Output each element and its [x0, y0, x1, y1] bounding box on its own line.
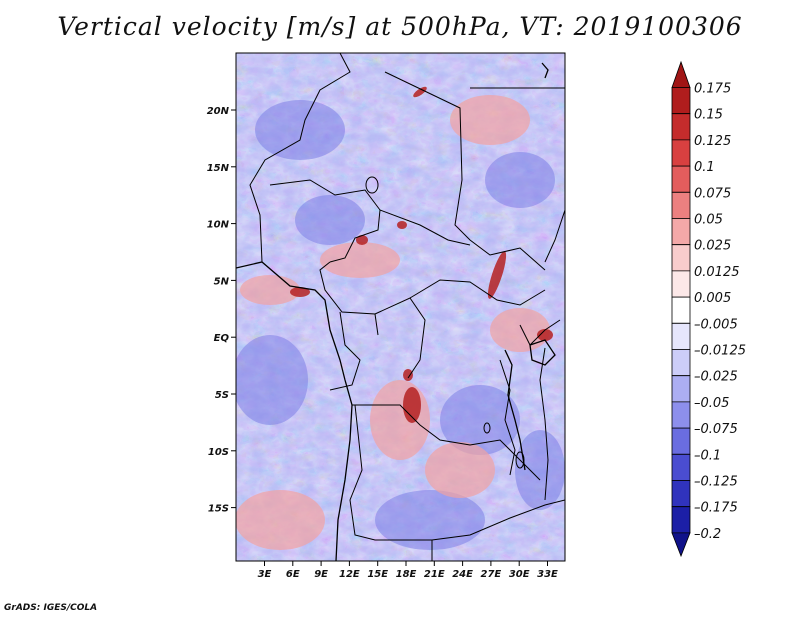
blue-subsidence-patches: [236, 100, 565, 550]
colorbar-label: –0.005: [694, 317, 738, 332]
lat-tick-label: 15S: [208, 504, 229, 515]
colorbar-label: 0.005: [694, 291, 731, 306]
lon-tick-label: 24E: [452, 569, 473, 580]
lat-tick-label: 5N: [214, 276, 230, 287]
coastline: [236, 62, 556, 561]
chart-title: Vertical velocity [m/s] at 500hPa, VT: 2…: [57, 12, 743, 41]
lat-tick-label: 10N: [207, 220, 230, 231]
colorbar-segment: [671, 506, 691, 534]
colorbar-label: –0.175: [694, 501, 738, 516]
colorbar-segment: [671, 453, 691, 481]
lon-tick-label: 27E: [481, 569, 502, 580]
colorbar-segment: [671, 375, 691, 403]
colorbar-segment: [671, 296, 691, 324]
colorbar-segment: [671, 87, 691, 115]
colorbar-segment: [671, 113, 691, 141]
lon-tick-label: 12E: [339, 569, 360, 580]
colorbar-label: 0.075: [694, 186, 731, 201]
colorbar-label: –0.2: [694, 527, 721, 542]
colorbar-label: 0.125: [694, 134, 731, 149]
colorbar-label: 0.15: [694, 108, 723, 123]
colorbar-segment: [671, 191, 691, 219]
colorbar-segment: [671, 480, 691, 508]
map-area: [235, 52, 566, 562]
colorbar-label: 0.025: [694, 239, 731, 254]
colorbar-segment: [671, 322, 691, 350]
lon-tick-label: 18E: [396, 569, 417, 580]
colorbar: 0.175 0.15 0.125 0.1 0.075 0.05 0.025 0.0125 0.0…: [671, 60, 746, 558]
lat-tick-label: EQ: [214, 333, 230, 344]
lat-tick-label: 15N: [207, 163, 230, 174]
colorbar-label: –0.125: [694, 475, 738, 490]
strong-ascent-cores: [290, 86, 553, 423]
red-ascent-patches: [236, 95, 550, 550]
colorbar-segment: [671, 218, 691, 246]
lon-tick-label: 9E: [314, 569, 328, 580]
lat-tick-label: 20N: [207, 106, 230, 117]
colorbar-segment: [671, 349, 691, 377]
map-frame: [235, 52, 566, 562]
colorbar-segment: [671, 60, 691, 88]
lon-tick-label: 33E: [537, 569, 558, 580]
colorbar-segment: [671, 427, 691, 455]
lon-tick-label: 21E: [424, 569, 445, 580]
lat-tick-label: 5S: [215, 390, 229, 401]
lon-tick-label: 3E: [258, 569, 272, 580]
colorbar-label: –0.1: [694, 448, 721, 463]
colorbar-label: –0.025: [694, 370, 738, 385]
colorbar-label: 0.175: [694, 82, 731, 97]
lon-tick-label: 30E: [509, 569, 530, 580]
colorbar-segment: [671, 165, 691, 193]
colorbar-label: –0.0125: [694, 344, 746, 359]
grads-credit: GrADS: IGES/COLA: [4, 603, 98, 613]
colorbar-label: 0.0125: [694, 265, 740, 280]
latitude-axis: 20N 15N 10N 5N EQ 5S 10S 15S: [207, 106, 236, 515]
colorbar-label: –0.075: [694, 422, 738, 437]
lakes: [365, 176, 525, 469]
colorbar-segment: [671, 401, 691, 429]
longitude-axis: 3E 6E 9E 12E 15E 18E 21E 24E 27E 30E 33E: [258, 561, 558, 580]
colorbar-label: –0.05: [694, 396, 729, 411]
colorbar-label: 0.05: [694, 213, 723, 228]
lon-tick-label: 6E: [286, 569, 300, 580]
colorbar-segment: [671, 532, 691, 558]
colorbar-segment: [671, 244, 691, 272]
colorbar-segment: [671, 139, 691, 167]
lat-tick-label: 10S: [208, 447, 229, 458]
colorbar-label: 0.1: [694, 160, 715, 175]
lon-tick-label: 15E: [367, 569, 388, 580]
colorbar-segment: [671, 270, 691, 298]
